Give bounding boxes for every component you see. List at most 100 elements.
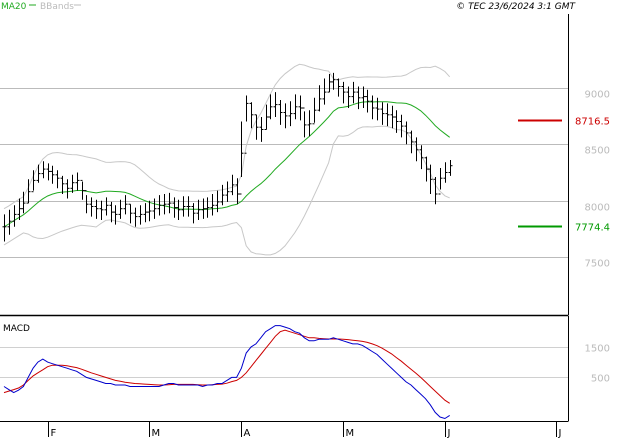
ohlc-bar-56 bbox=[273, 92, 278, 117]
ohlc-bar-57 bbox=[278, 100, 283, 125]
macd-lines bbox=[3, 325, 450, 420]
ohlc-bar-78 bbox=[380, 102, 385, 125]
ohlc-bar-68 bbox=[331, 72, 336, 90]
ohlc-bar-12 bbox=[60, 175, 65, 194]
ohlc-bar-8 bbox=[41, 161, 46, 179]
macd-title: MACD bbox=[3, 324, 30, 334]
price-y-tick-3: 9000 bbox=[585, 90, 610, 101]
ohlc-bar-62 bbox=[302, 107, 307, 138]
reference-level-label-0: 8716.5 bbox=[575, 117, 610, 128]
ohlc-bar-47 bbox=[230, 174, 235, 196]
ohlc-bar-58 bbox=[283, 103, 288, 129]
ohlc-bar-22 bbox=[109, 201, 114, 223]
ohlc-bar-45 bbox=[220, 184, 225, 206]
x-tick-label-4: J bbox=[447, 428, 451, 439]
price-y-tick-1: 8000 bbox=[585, 203, 610, 214]
ohlc-bar-50 bbox=[244, 95, 249, 154]
ohlc-bar-59 bbox=[288, 101, 293, 127]
ohlc-bar-9 bbox=[46, 163, 51, 181]
ohlc-bar-35 bbox=[172, 197, 177, 218]
ohlc-bar-91 bbox=[443, 162, 448, 183]
ohlc-bar-3 bbox=[17, 198, 22, 220]
ohlc-bar-23 bbox=[113, 205, 118, 225]
ohlc-bar-28 bbox=[138, 205, 143, 225]
ohlc-bar-84 bbox=[409, 130, 414, 154]
ohlc-bar-2 bbox=[12, 205, 17, 227]
ohlc-bar-24 bbox=[118, 199, 123, 219]
ohlc-bar-21 bbox=[104, 197, 109, 216]
ohlc-bar-15 bbox=[75, 172, 80, 191]
ma20-line bbox=[3, 101, 451, 228]
ohlc-bar-25 bbox=[123, 195, 128, 215]
ohlc-bar-42 bbox=[205, 197, 210, 218]
ohlc-bar-53 bbox=[259, 117, 264, 142]
ohlc-bar-29 bbox=[143, 203, 148, 223]
bbands-lower bbox=[3, 125, 450, 256]
ohlc-bar-11 bbox=[55, 170, 60, 189]
ohlc-bar-80 bbox=[390, 105, 395, 129]
x-tick-label-2: A bbox=[244, 428, 251, 439]
ohlc-bar-44 bbox=[215, 190, 220, 213]
ohlc-bar-75 bbox=[365, 89, 370, 113]
ohlc-bar-85 bbox=[414, 137, 419, 162]
ohlc-bar-60 bbox=[293, 94, 298, 120]
macd-gridlines bbox=[0, 347, 568, 378]
ohlc-bar-0 bbox=[2, 214, 7, 242]
ohlc-bar-81 bbox=[394, 110, 399, 133]
ohlc-bar-10 bbox=[50, 165, 55, 184]
ohlc-bar-71 bbox=[346, 86, 351, 108]
ohlc-bar-87 bbox=[424, 156, 429, 182]
ohlc-bar-40 bbox=[196, 199, 201, 220]
ohlc-bar-79 bbox=[385, 103, 390, 127]
ohlc-bar-18 bbox=[89, 197, 94, 217]
ohlc-bar-88 bbox=[428, 164, 433, 194]
ohlc-bar-90 bbox=[438, 168, 443, 195]
ohlc-bar-89 bbox=[433, 177, 438, 205]
ohlc-bar-61 bbox=[298, 95, 303, 121]
ohlc-bar-39 bbox=[191, 203, 196, 224]
ohlc-bar-16 bbox=[80, 179, 85, 200]
ohlc-bar-69 bbox=[336, 78, 341, 97]
ohlc-bar-36 bbox=[176, 199, 181, 220]
legend-label-bbands: BBands bbox=[40, 2, 74, 12]
ohlc-bar-26 bbox=[128, 203, 133, 224]
x-tick-label-0: F bbox=[51, 428, 57, 439]
ohlc-bar-76 bbox=[370, 95, 375, 120]
ohlc-bar-20 bbox=[99, 200, 104, 220]
ohlc-bar-19 bbox=[94, 199, 99, 219]
ohlc-bar-46 bbox=[225, 181, 230, 202]
legend-label-ma20: MA20 bbox=[1, 2, 27, 12]
ohlc-bar-27 bbox=[133, 207, 138, 227]
ohlc-bar-82 bbox=[399, 114, 404, 138]
ohlc-bar-67 bbox=[327, 74, 332, 93]
ohlc-bar-30 bbox=[147, 200, 152, 222]
ohlc-bar-17 bbox=[84, 190, 89, 214]
price-y-tick-2: 8500 bbox=[585, 146, 610, 157]
macd-y-tick-1: 1500 bbox=[585, 344, 610, 355]
ohlc-bar-48 bbox=[235, 178, 240, 205]
macd-y-tick-labels: 500 1500 bbox=[585, 344, 610, 385]
ohlc-bar-41 bbox=[201, 198, 206, 219]
macd-y-tick-0: 500 bbox=[591, 374, 610, 385]
ohlc-bar-32 bbox=[157, 195, 162, 216]
reference-level-label-1: 7774.4 bbox=[575, 223, 610, 234]
ohlc-bar-54 bbox=[264, 104, 269, 130]
ohlc-bar-73 bbox=[356, 86, 361, 110]
ohlc-bar-70 bbox=[341, 81, 346, 104]
ohlc-bar-37 bbox=[181, 196, 186, 217]
ohlc-bar-6 bbox=[31, 170, 36, 193]
ohlc-bar-13 bbox=[65, 179, 70, 199]
x-tick-label-5: J bbox=[558, 428, 562, 439]
ma20-polyline bbox=[3, 101, 451, 228]
ohlc-bar-72 bbox=[351, 81, 356, 104]
ohlc-bar-1 bbox=[7, 209, 12, 235]
ohlc-bar-74 bbox=[361, 86, 366, 108]
ohlc-bar-92 bbox=[448, 160, 453, 176]
price-gridlines bbox=[0, 88, 568, 258]
price-y-tick-0: 7500 bbox=[585, 259, 610, 270]
x-tick-label-3: M bbox=[346, 428, 355, 439]
ohlc-bar-52 bbox=[254, 114, 259, 140]
ohlc-bar-49 bbox=[239, 121, 244, 195]
